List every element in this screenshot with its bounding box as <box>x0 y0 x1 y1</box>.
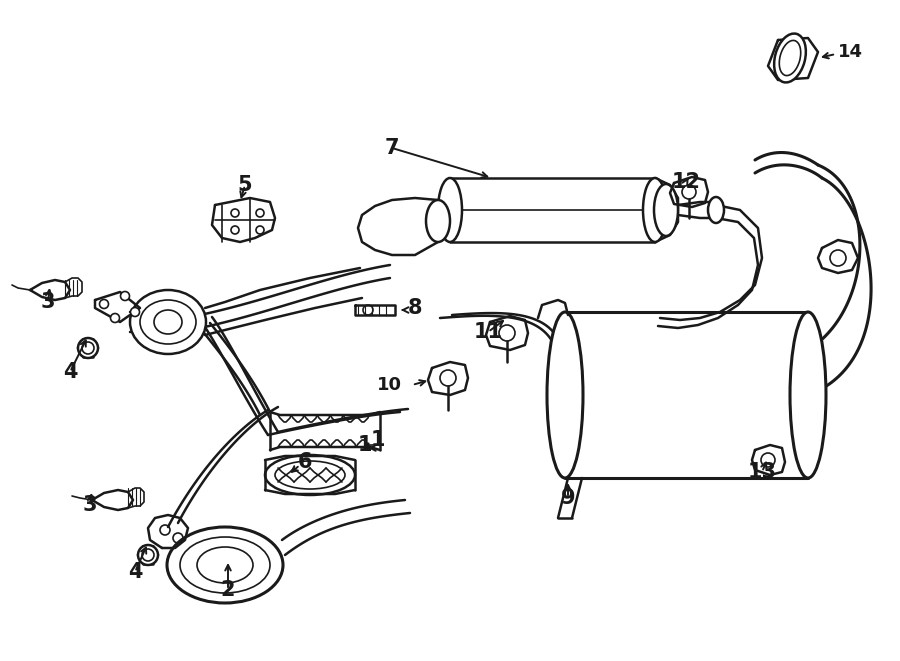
Text: 14: 14 <box>838 43 863 61</box>
Ellipse shape <box>130 290 206 354</box>
Text: 1: 1 <box>371 430 385 450</box>
Ellipse shape <box>426 200 450 242</box>
Text: 4: 4 <box>63 362 77 382</box>
Circle shape <box>138 545 158 565</box>
Ellipse shape <box>654 184 678 236</box>
Text: 10: 10 <box>377 376 402 394</box>
Ellipse shape <box>790 312 826 478</box>
Ellipse shape <box>774 34 806 83</box>
Text: 5: 5 <box>238 175 252 195</box>
Circle shape <box>111 313 120 323</box>
Text: 8: 8 <box>408 298 422 318</box>
Ellipse shape <box>643 178 667 242</box>
Circle shape <box>100 299 109 309</box>
Text: 9: 9 <box>561 488 575 508</box>
Ellipse shape <box>547 312 583 478</box>
Text: 2: 2 <box>220 580 235 600</box>
Text: 3: 3 <box>83 495 97 515</box>
Circle shape <box>121 292 130 301</box>
Text: 13: 13 <box>748 462 777 482</box>
Text: 12: 12 <box>671 172 700 192</box>
Text: 7: 7 <box>385 138 400 158</box>
Ellipse shape <box>167 527 283 603</box>
Ellipse shape <box>708 197 724 223</box>
Text: 1: 1 <box>358 435 373 455</box>
Text: 11: 11 <box>473 322 502 342</box>
Ellipse shape <box>438 178 462 242</box>
Circle shape <box>78 338 98 358</box>
Text: 6: 6 <box>298 452 312 472</box>
Circle shape <box>130 307 140 317</box>
Ellipse shape <box>265 455 355 495</box>
Text: 4: 4 <box>128 562 142 582</box>
Text: 3: 3 <box>40 292 55 312</box>
